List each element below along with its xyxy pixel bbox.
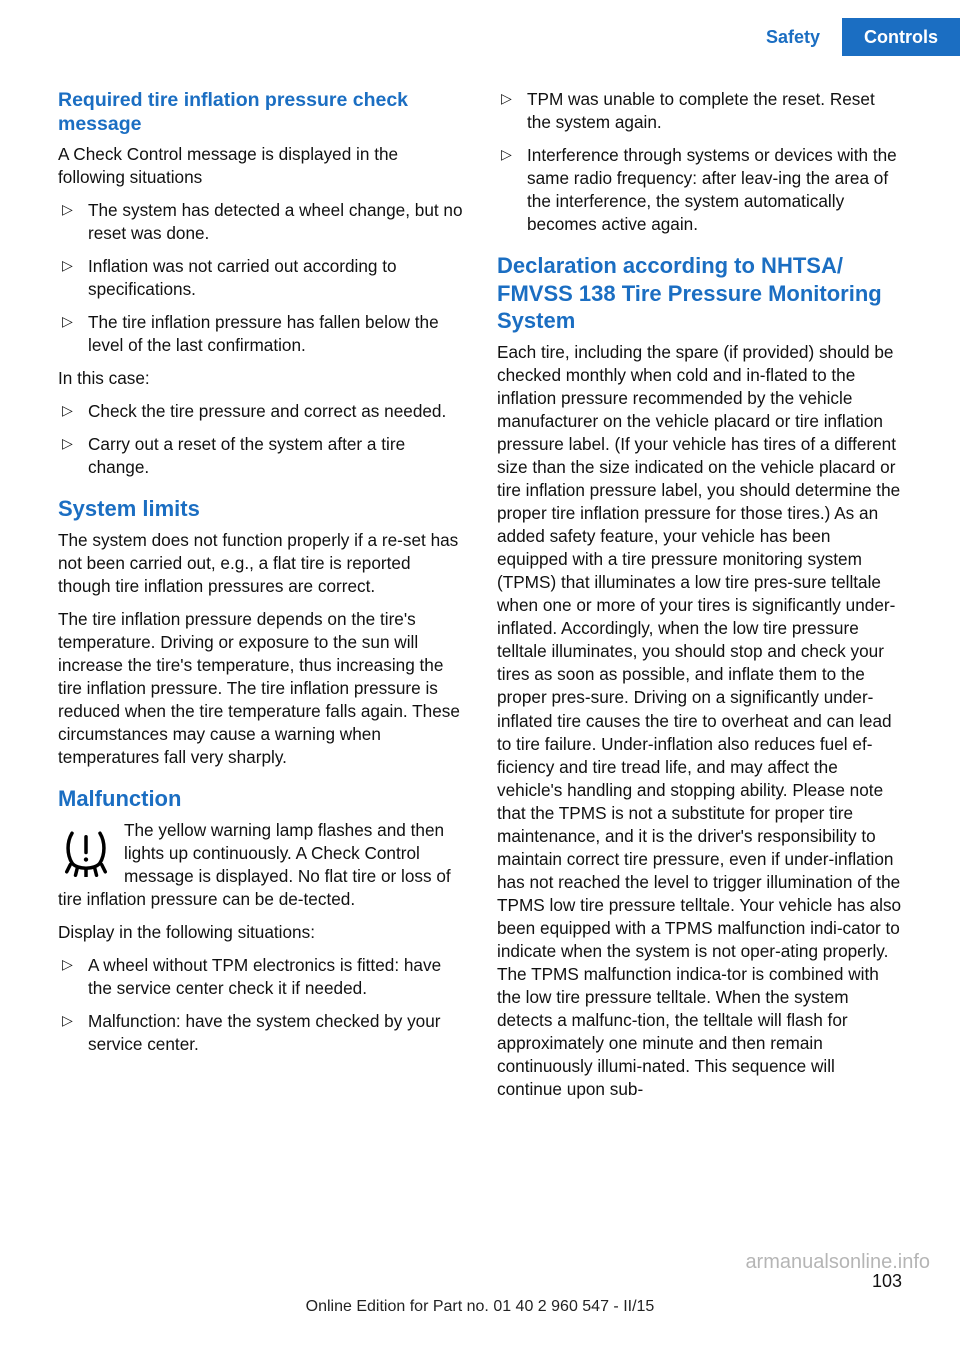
heading-system-limits: System limits bbox=[58, 495, 463, 523]
heading-malfunction: Malfunction bbox=[58, 785, 463, 813]
header-tabs: Safety Controls bbox=[744, 18, 960, 56]
right-column: TPM was unable to complete the reset. Re… bbox=[497, 82, 902, 1272]
footer-edition-line: Online Edition for Part no. 01 40 2 960 … bbox=[0, 1298, 960, 1316]
bullet-list: Check the tire pressure and correct as n… bbox=[58, 400, 463, 479]
malfunction-block: The yellow warning lamp flashes and then… bbox=[58, 819, 463, 911]
bullet-list: A wheel without TPM electronics is fitte… bbox=[58, 954, 463, 1056]
list-item: Malfunction: have the system checked by … bbox=[58, 1010, 463, 1056]
list-item: Interference through systems or devices … bbox=[497, 144, 902, 236]
para: Each tire, including the spare (if provi… bbox=[497, 341, 902, 1102]
para: Display in the following situations: bbox=[58, 921, 463, 944]
para: The tire inflation pressure depends on t… bbox=[58, 608, 463, 769]
bullet-list: The system has detected a wheel change, … bbox=[58, 199, 463, 357]
list-item: The system has detected a wheel change, … bbox=[58, 199, 463, 245]
list-item: The tire inflation pressure has fallen b… bbox=[58, 311, 463, 357]
list-item: Check the tire pressure and correct as n… bbox=[58, 400, 463, 423]
footer-text: Online Edition for Part no. 01 40 2 960 … bbox=[306, 1298, 655, 1315]
heading-required-check: Required tire inflation pressure check m… bbox=[58, 88, 463, 137]
left-column: Required tire inflation pressure check m… bbox=[58, 82, 463, 1272]
tab-controls: Controls bbox=[842, 18, 960, 56]
content-area: Required tire inflation pressure check m… bbox=[58, 82, 902, 1272]
watermark: armanualsonline.info bbox=[745, 1251, 930, 1274]
bullet-list: TPM was unable to complete the reset. Re… bbox=[497, 88, 902, 236]
para: The yellow warning lamp flashes and then… bbox=[58, 820, 451, 909]
heading-declaration: Declaration according to NHTSA/ FMVSS 13… bbox=[497, 252, 902, 335]
page-number: 103 bbox=[872, 1271, 902, 1292]
list-item: TPM was unable to complete the reset. Re… bbox=[497, 88, 902, 134]
page: Safety Controls Required tire inflation … bbox=[0, 0, 960, 1362]
tab-safety: Safety bbox=[744, 18, 842, 56]
list-item: A wheel without TPM electronics is fitte… bbox=[58, 954, 463, 1000]
para: In this case: bbox=[58, 367, 463, 390]
tpms-warning-icon bbox=[58, 821, 114, 877]
para: A Check Control message is displayed in … bbox=[58, 143, 463, 189]
para: The system does not function properly if… bbox=[58, 529, 463, 598]
list-item: Inflation was not carried out according … bbox=[58, 255, 463, 301]
list-item: Carry out a reset of the system after a … bbox=[58, 433, 463, 479]
